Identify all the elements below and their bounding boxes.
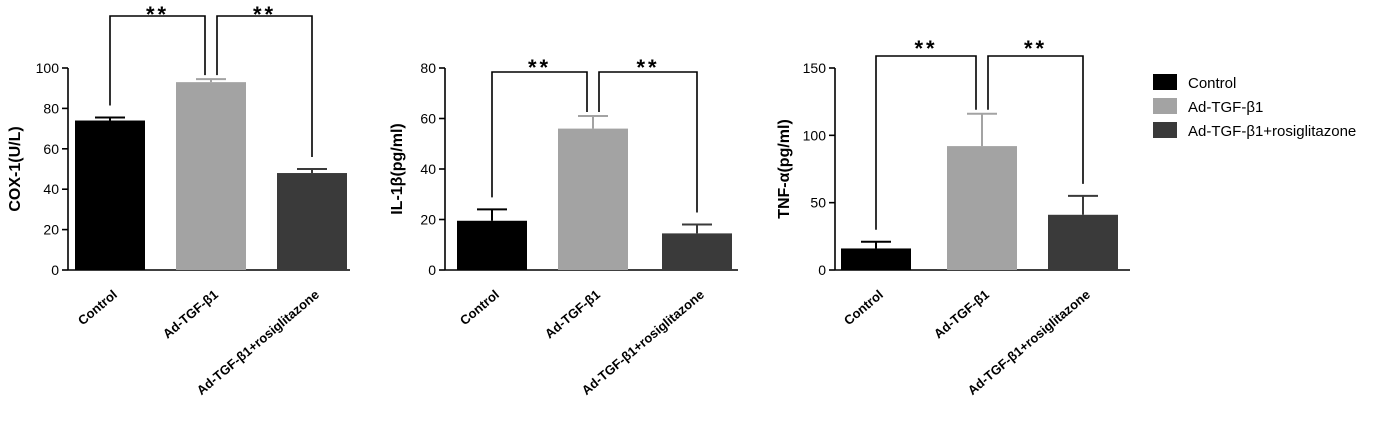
- y-tick-label: 80: [420, 60, 436, 76]
- y-tick-label: 60: [43, 141, 59, 157]
- bar-control: [457, 220, 527, 270]
- y-axis-title: COX-1(U/L): [7, 126, 24, 211]
- legend-label: Ad-TGF-β1+rosiglitazone: [1188, 123, 1356, 140]
- significance-bracket: [987, 55, 1084, 184]
- y-tick-label: 150: [803, 60, 827, 76]
- y-tick-label: 40: [43, 181, 59, 197]
- legend-swatch: [1153, 74, 1177, 90]
- significance-label: **: [528, 55, 551, 80]
- x-category-label: Ad-TGF-β1: [160, 287, 221, 342]
- significance-bracket: [491, 71, 588, 198]
- bar-ad-tgf-b1: [947, 146, 1017, 270]
- significance-label: **: [146, 2, 169, 27]
- legend-label: Ad-TGF-β1: [1188, 99, 1263, 116]
- bar-ad-tgf-b1: [176, 82, 246, 270]
- significance-bracket: [875, 55, 977, 230]
- x-category-label: Control: [457, 287, 502, 328]
- y-tick-label: 50: [810, 195, 826, 211]
- y-tick-label: 60: [420, 111, 436, 127]
- bar-control: [75, 120, 145, 271]
- y-tick-label: 20: [420, 212, 436, 228]
- y-tick-label: 80: [43, 100, 59, 116]
- legend-swatch: [1153, 122, 1177, 138]
- y-tick-label: 0: [51, 262, 59, 278]
- y-tick-label: 100: [803, 127, 827, 143]
- legend-swatch: [1153, 98, 1177, 114]
- significance-label: **: [1024, 36, 1047, 61]
- significance-bracket: [109, 15, 206, 106]
- x-category-label: Ad-TGF-β1: [931, 287, 992, 342]
- significance-bracket: [598, 71, 698, 213]
- il1b-chart: 0 20 40 60 80 IL-1β(pg/ml) Control Ad-TGF-β1Ad-…: [389, 55, 738, 398]
- x-category-label: Control: [75, 287, 120, 328]
- x-category-label: Ad-TGF-β1: [542, 287, 603, 342]
- legend-label: Control: [1188, 75, 1236, 92]
- bar-ad-tgf-b1-rosiglitazone: [662, 233, 732, 270]
- x-category-label: Control: [841, 287, 886, 328]
- bar-ad-tgf-b1: [558, 128, 628, 270]
- x-category-label: Ad-TGF-β1+rosiglitazone: [579, 287, 707, 398]
- y-tick-label: 0: [428, 262, 436, 278]
- significance-label: **: [914, 36, 937, 61]
- y-tick-label: 0: [818, 262, 826, 278]
- legend: Control Ad-TGF-β1 Ad-TGF-β1+rosiglitazone: [1153, 74, 1356, 140]
- y-tick-label: 100: [36, 60, 60, 76]
- significance-label: **: [253, 2, 276, 27]
- significance-bracket: [216, 15, 313, 157]
- bar-ad-tgf-b1-rosiglitazone: [277, 173, 347, 270]
- bar-ad-tgf-b1-rosiglitazone: [1048, 214, 1118, 270]
- y-tick-label: 20: [43, 222, 59, 238]
- significance-label: **: [636, 55, 659, 80]
- y-tick-label: 40: [420, 161, 436, 177]
- y-axis-title: IL-1β(pg/ml): [389, 123, 406, 215]
- bar-control: [841, 248, 911, 270]
- y-axis-title: TNF-α(pg/ml): [776, 119, 793, 219]
